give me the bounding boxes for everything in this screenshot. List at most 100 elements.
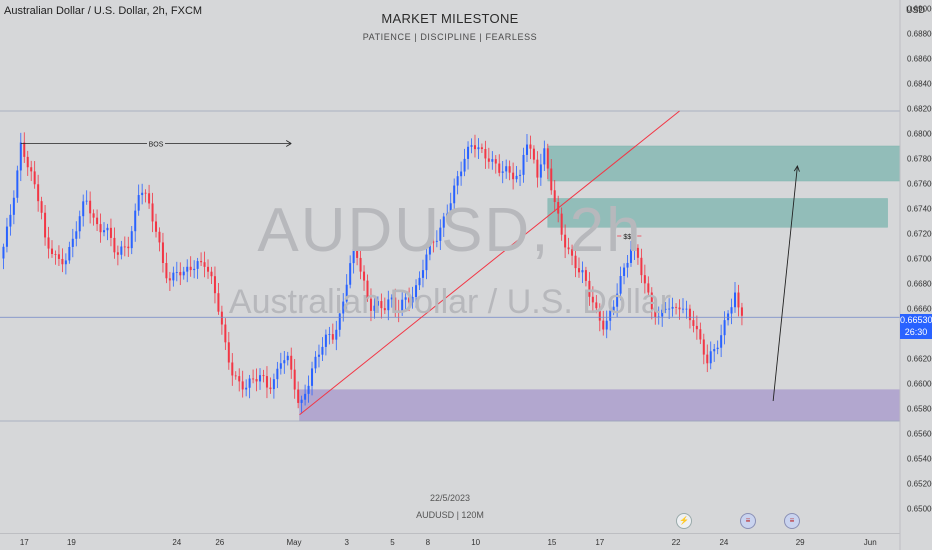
candle-body bbox=[619, 276, 622, 294]
current-price-label[interactable]: 0.66530 26:30 bbox=[900, 314, 932, 339]
candle-body bbox=[501, 171, 504, 173]
candle-body bbox=[158, 231, 161, 243]
candle-body bbox=[539, 164, 542, 178]
candle-body bbox=[359, 257, 362, 272]
candle-body bbox=[75, 231, 78, 239]
candle-body bbox=[546, 148, 549, 169]
candle-body bbox=[155, 221, 158, 232]
candle-body bbox=[203, 262, 206, 267]
candle-body bbox=[449, 203, 452, 214]
trendline bbox=[299, 110, 680, 416]
candle-body bbox=[40, 201, 43, 213]
candle-body bbox=[415, 285, 418, 298]
candle-body bbox=[231, 362, 234, 376]
candle-body bbox=[439, 227, 442, 241]
candle-body bbox=[453, 185, 456, 204]
zones-layer bbox=[299, 145, 901, 422]
candle-body bbox=[127, 246, 130, 249]
candle-body bbox=[650, 292, 653, 310]
lightning-icon[interactable]: ⚡ bbox=[676, 513, 692, 529]
candle-body bbox=[92, 213, 95, 218]
candle-body bbox=[369, 298, 372, 311]
candle-body bbox=[668, 308, 671, 310]
candle-body bbox=[595, 302, 598, 309]
candle-body bbox=[387, 299, 390, 311]
candle-body bbox=[255, 379, 258, 382]
candle-body bbox=[432, 241, 435, 243]
candle-body bbox=[16, 170, 19, 198]
candle-body bbox=[5, 226, 8, 247]
candle-body bbox=[33, 171, 36, 185]
candle-body bbox=[609, 310, 612, 321]
candle-body bbox=[647, 283, 650, 293]
candle-body bbox=[723, 320, 726, 336]
candle-body bbox=[740, 307, 743, 316]
liquidity-label-bg bbox=[621, 231, 638, 241]
candle-body bbox=[61, 258, 64, 265]
candle-body bbox=[664, 308, 667, 310]
candle-body bbox=[574, 255, 577, 269]
candle-body bbox=[137, 195, 140, 211]
x-tick-label: 10 bbox=[471, 538, 480, 547]
candle-body bbox=[383, 308, 386, 311]
x-tick-label: 26 bbox=[215, 538, 224, 547]
candle-body bbox=[397, 310, 400, 312]
candle-body bbox=[508, 166, 511, 173]
candle-body bbox=[213, 276, 216, 294]
candle-body bbox=[519, 174, 522, 176]
us-flag-icon[interactable]: ≡ bbox=[740, 513, 756, 529]
candle-body bbox=[314, 356, 317, 369]
y-tick-label: 0.65000 bbox=[907, 505, 932, 514]
candle-body bbox=[252, 378, 255, 380]
candle-body bbox=[571, 249, 574, 256]
candle-body bbox=[324, 334, 327, 347]
candle-body bbox=[491, 159, 494, 162]
candle-body bbox=[550, 168, 553, 191]
x-tick-label: 8 bbox=[426, 538, 431, 547]
candle-body bbox=[401, 299, 404, 312]
candle-body bbox=[623, 267, 626, 277]
candle-body bbox=[713, 349, 716, 352]
price-unit: USD bbox=[906, 5, 926, 15]
candle-body bbox=[446, 213, 449, 217]
candle-body bbox=[262, 375, 265, 377]
candle-body bbox=[241, 381, 244, 390]
candle-body bbox=[68, 246, 71, 261]
candle-body bbox=[629, 249, 632, 263]
candle-body bbox=[9, 214, 12, 227]
candle-body bbox=[12, 197, 15, 215]
candle-body bbox=[404, 297, 407, 300]
symbol-info[interactable]: Australian Dollar / U.S. Dollar, 2h, FXC… bbox=[4, 5, 203, 17]
candle-body bbox=[328, 334, 331, 335]
supply-zone-upper bbox=[547, 145, 901, 182]
candle-body bbox=[37, 184, 40, 202]
candle-body bbox=[421, 270, 424, 278]
candle-body bbox=[522, 154, 525, 175]
candle-body bbox=[349, 263, 352, 285]
candle-body bbox=[515, 175, 518, 180]
candle-body bbox=[182, 271, 185, 276]
candle-body bbox=[103, 230, 106, 233]
candle-body bbox=[144, 192, 147, 194]
candle-body bbox=[338, 313, 341, 330]
candle-body bbox=[279, 363, 282, 369]
candle-body bbox=[536, 159, 539, 178]
candle-body bbox=[678, 307, 681, 310]
candle-body bbox=[470, 145, 473, 147]
candle-body bbox=[307, 385, 310, 394]
candle-body bbox=[380, 301, 383, 309]
footer-date: 22/5/2023 bbox=[429, 493, 471, 503]
candle-body bbox=[577, 268, 580, 273]
bos-label-bg bbox=[147, 138, 166, 149]
us-flag-icon[interactable]: ≡ bbox=[784, 513, 800, 529]
